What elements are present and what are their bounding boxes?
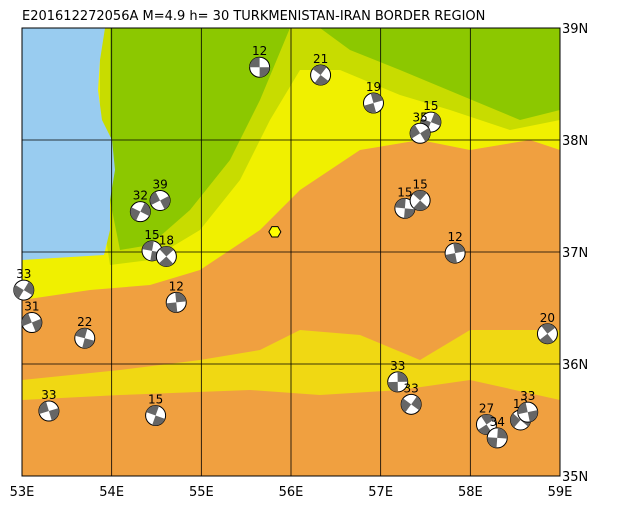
lat-label: 39N (562, 22, 588, 37)
depth-label: 33 (390, 359, 405, 373)
beachball: 31 (21, 300, 43, 334)
depth-label: 32 (133, 189, 148, 203)
depth-label: 18 (159, 233, 174, 247)
map-frame (21, 27, 561, 477)
lon-label: 57E (368, 485, 393, 500)
ball-quadrant (312, 65, 329, 86)
depth-label: 12 (447, 230, 462, 244)
lat-label: 38N (562, 134, 588, 149)
ball-quadrant (21, 313, 42, 332)
ball-quadrant (159, 246, 174, 267)
depth-label: 33 (520, 389, 535, 403)
lon-label: 58E (458, 485, 483, 500)
beachball: 33 (387, 359, 409, 393)
ball-quadrant (394, 198, 415, 219)
depth-label: 21 (313, 52, 328, 66)
beachball: 15 (409, 177, 431, 211)
depth-label: 15 (397, 185, 412, 199)
beachball: 33 (400, 381, 422, 415)
ball-quadrant (487, 427, 508, 448)
ball-quadrant (249, 57, 270, 78)
beachball: 22 (74, 315, 96, 349)
lat-label: 37N (562, 246, 588, 261)
ball-quadrant (130, 202, 151, 221)
lon-label: 59E (548, 485, 573, 500)
ball-quadrant (13, 281, 34, 299)
ball-quadrant (166, 292, 187, 313)
beachball: 39 (149, 177, 171, 211)
lat-label: 36N (562, 358, 588, 373)
depth-label: 19 (366, 80, 381, 94)
beachball: 12 (165, 279, 187, 313)
ball-quadrant (150, 191, 171, 210)
ball-quadrant (517, 402, 538, 422)
beachball: 32 (129, 189, 151, 223)
beachball: 33 (38, 388, 60, 422)
depth-label: 22 (77, 315, 92, 329)
depth-label: 34 (490, 415, 505, 429)
ball-quadrant (412, 190, 428, 211)
beachball: 15 (394, 185, 416, 219)
ball-quadrant (478, 414, 495, 435)
ball-quadrant (387, 371, 408, 392)
beachball: 33 (13, 267, 35, 301)
beachball: 18 (155, 233, 177, 267)
depth-label: 33 (41, 388, 56, 402)
ball-quadrant (410, 124, 431, 142)
lat-label: 35N (562, 470, 588, 485)
ball-quadrant (445, 243, 465, 264)
epicenter (268, 226, 282, 238)
depth-label: 27 (479, 401, 494, 415)
ball-quadrant (146, 405, 165, 426)
ball-quadrant (401, 396, 422, 413)
depth-label: 15 (423, 99, 438, 113)
ball-quadrant (38, 401, 59, 421)
beachball: 12 (444, 230, 466, 264)
beachball: 35 (409, 110, 431, 144)
depth-label: 39 (152, 177, 167, 191)
depth-label: 35 (412, 110, 427, 124)
depth-label: 20 (540, 311, 555, 325)
depth-label: 33 (16, 267, 31, 281)
beachball: 15 (145, 393, 167, 427)
lon-label: 53E (10, 485, 35, 500)
beachball: 21 (310, 52, 332, 86)
ball-quadrant (75, 328, 95, 349)
lon-label: 55E (189, 485, 214, 500)
beachball: 12 (249, 44, 271, 78)
depth-label: 31 (24, 300, 39, 314)
lon-label: 54E (99, 485, 124, 500)
depth-label: 15 (412, 177, 427, 191)
depth-label: 15 (144, 228, 159, 242)
ball-quadrant (539, 323, 556, 344)
ball-quadrant (363, 93, 384, 114)
map-title: E201612272056A M=4.9 h= 30 TURKMENISTAN-… (22, 9, 485, 24)
depth-label: 12 (252, 44, 267, 58)
beachball: 33 (517, 389, 539, 423)
beachball: 34 (486, 415, 508, 449)
depth-label: 15 (148, 393, 163, 407)
beachball: 19 (362, 80, 384, 114)
depth-label: 33 (404, 381, 419, 395)
lon-label: 56E (279, 485, 304, 500)
depth-label: 12 (169, 279, 184, 293)
beachball: 20 (536, 311, 558, 345)
